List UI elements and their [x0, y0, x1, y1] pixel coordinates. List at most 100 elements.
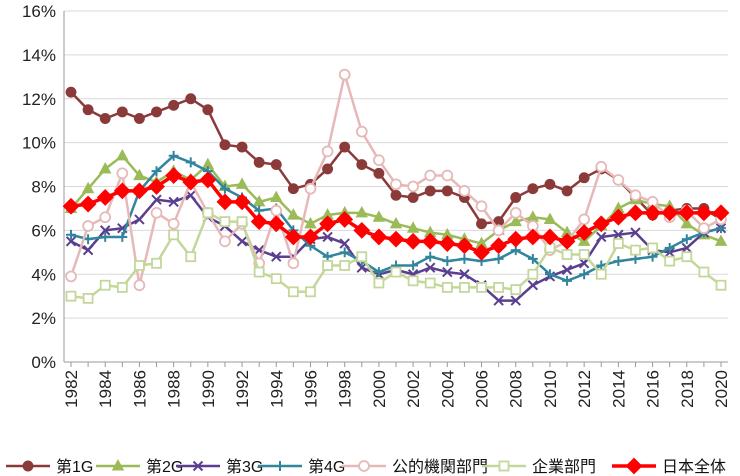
x-tick-label: 2010: [541, 370, 560, 408]
data-point: [304, 182, 317, 195]
y-tick-label: 10%: [22, 134, 56, 153]
x-tick-label: 1996: [301, 370, 320, 408]
data-point: [441, 185, 453, 197]
data-point: [390, 178, 402, 191]
data-point: [390, 189, 402, 201]
data-point: [270, 190, 283, 203]
data-point: [322, 231, 333, 243]
x-tick-label: 2014: [609, 370, 628, 408]
data-point: [322, 163, 334, 175]
data-point: [595, 160, 608, 173]
y-tick-label: 14%: [22, 46, 56, 65]
data-point: [216, 193, 234, 211]
data-point: [390, 266, 402, 278]
data-point: [322, 260, 333, 271]
data-point: [370, 228, 388, 246]
y-tick-label: 6%: [31, 221, 56, 240]
legend-label: 第2G: [146, 458, 183, 476]
data-point: [165, 167, 183, 184]
data-point: [100, 225, 111, 236]
data-point: [100, 232, 111, 242]
data-point: [182, 173, 200, 191]
data-point: [270, 159, 282, 171]
data-point: [250, 213, 268, 231]
data-point: [714, 234, 728, 246]
data-point: [578, 172, 590, 184]
data-point: [612, 174, 625, 186]
y-tick-labels: 0% 2% 4% 6% 8% 10% 12% 14% 16%: [22, 2, 56, 372]
data-point: [558, 232, 576, 250]
data-point: [372, 210, 386, 222]
data-point: [695, 204, 713, 222]
data-point: [150, 206, 163, 219]
data-point: [459, 269, 470, 280]
data-point: [117, 232, 128, 242]
data-point: [287, 286, 299, 298]
legend-swatch-marker: [111, 459, 125, 471]
data-point: [235, 177, 249, 189]
data-point: [373, 154, 385, 167]
data-point: [148, 178, 165, 195]
x-tick-label: 1992: [233, 370, 252, 408]
data-point: [476, 282, 487, 293]
data-point: [267, 215, 285, 233]
data-point: [287, 208, 300, 220]
data-point: [355, 205, 369, 218]
data-point: [219, 235, 231, 248]
x-tick-label: 2020: [712, 370, 731, 408]
data-point: [151, 194, 162, 205]
data-point: [630, 227, 641, 238]
data-point: [373, 267, 384, 278]
data-point: [681, 242, 692, 254]
data-point: [356, 262, 367, 273]
data-point: [579, 269, 590, 280]
series-6: [65, 207, 727, 304]
legend-item: 第3G: [176, 458, 263, 476]
data-point: [438, 235, 456, 252]
x-tick-label: 1990: [199, 370, 218, 408]
data-point: [459, 253, 470, 264]
data-point: [527, 183, 539, 195]
data-point: [644, 204, 661, 222]
data-point: [339, 238, 350, 249]
data-point: [424, 169, 437, 182]
legend-item: 第1G: [6, 458, 93, 476]
data-point: [543, 212, 557, 224]
legend-label: 日本全体: [662, 458, 726, 476]
legend-label: 第1G: [56, 458, 93, 476]
data-point: [270, 204, 283, 217]
data-point: [355, 125, 368, 138]
legend-swatch-marker: [498, 460, 510, 472]
x-tick-label: 2016: [644, 370, 663, 408]
data-point: [151, 257, 162, 269]
data-point: [407, 275, 419, 287]
data-point: [79, 195, 97, 213]
data-point: [99, 279, 111, 291]
data-point: [65, 236, 77, 247]
x-tick-label: 1988: [165, 370, 184, 408]
data-point: [544, 178, 556, 190]
data-point: [96, 189, 114, 206]
data-point: [490, 237, 508, 255]
data-point: [167, 217, 180, 230]
data-point: [473, 243, 490, 261]
data-point: [185, 251, 197, 263]
x-tick-label: 2002: [404, 370, 423, 408]
x-tick-label: 2008: [507, 370, 526, 408]
x-tick-label: 1998: [336, 370, 355, 408]
data-point: [168, 99, 180, 111]
data-point: [236, 141, 248, 153]
data-point: [442, 266, 453, 278]
data-point: [510, 295, 521, 306]
data-point: [562, 275, 573, 286]
data-point: [493, 295, 504, 306]
data-point: [202, 104, 214, 116]
data-point: [339, 141, 351, 153]
data-point: [373, 277, 385, 289]
data-point: [698, 266, 710, 278]
data-point: [339, 247, 350, 258]
series-1: [65, 86, 727, 230]
data-point: [356, 159, 368, 171]
data-point: [408, 260, 419, 271]
